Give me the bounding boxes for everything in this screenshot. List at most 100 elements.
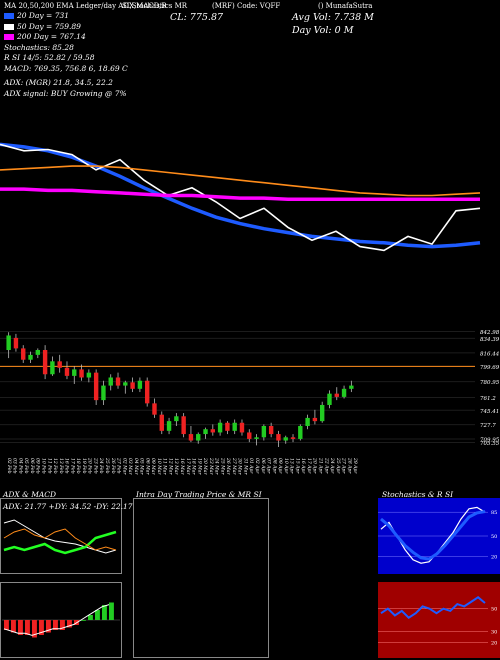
candle-body bbox=[203, 429, 208, 435]
x-tick-label: 09 Apr bbox=[277, 458, 283, 474]
y-tick-label: 761.2 bbox=[480, 396, 496, 402]
candle-body bbox=[28, 354, 33, 360]
x-tick-label: 24 Apr bbox=[329, 457, 335, 474]
macd-bar bbox=[81, 620, 86, 621]
adx-panel bbox=[0, 498, 122, 574]
x-tick-label: 23 Mar bbox=[208, 457, 214, 475]
x-tick-label: 16 Apr bbox=[300, 458, 306, 474]
candle-body bbox=[86, 372, 92, 378]
x-tick-label: 13 Mar bbox=[173, 458, 179, 475]
intraday-panel-title: Intra Day Trading Price & MR SI bbox=[136, 490, 262, 499]
x-tick-label: 25 Apr bbox=[335, 457, 341, 474]
x-tick-label: 06 Feb bbox=[29, 458, 35, 474]
rsi-tick-label: 50 bbox=[491, 607, 497, 613]
macd-bar bbox=[25, 620, 30, 635]
candle-body bbox=[21, 348, 26, 360]
candle-body bbox=[159, 414, 164, 431]
candle-body bbox=[254, 437, 259, 439]
candle-body bbox=[247, 432, 252, 439]
candle-body bbox=[334, 393, 339, 397]
x-tick-label: 02 Feb bbox=[6, 458, 12, 474]
close-readout: CL: 775.87 bbox=[170, 12, 224, 23]
intraday-panel bbox=[133, 498, 269, 658]
rsi-panel: 50 30 20 bbox=[378, 582, 500, 658]
x-tick-label: 02 Mar bbox=[121, 458, 127, 475]
y-tick-label: 834.39 bbox=[480, 337, 500, 343]
candle-body bbox=[276, 434, 281, 441]
adx-line-0 bbox=[3, 519, 117, 554]
x-tick-label: 25 Feb bbox=[104, 457, 110, 474]
x-tick-label: 18 Mar bbox=[191, 458, 197, 475]
x-tick-label: 09 Feb bbox=[35, 458, 41, 474]
stochastics-panel: 85 50 20 bbox=[378, 498, 500, 574]
candle-body bbox=[290, 437, 296, 439]
candle-body bbox=[261, 425, 267, 438]
candle-body bbox=[181, 416, 186, 435]
stochastics-readout: Stochastics: 85.28 bbox=[4, 42, 74, 52]
chart-title-right: () MunafaSutra bbox=[318, 2, 373, 10]
candle-body bbox=[174, 416, 179, 422]
y-tick-label: 799.69 bbox=[480, 365, 500, 371]
legend-item-ma200: 200 Day = 767.14 bbox=[4, 32, 128, 43]
x-tick-label: 27 Mar bbox=[231, 457, 237, 475]
x-tick-label: 10 Mar bbox=[156, 458, 162, 475]
candle-body bbox=[225, 422, 230, 431]
candle-body bbox=[93, 372, 99, 401]
x-tick-label: 10 Feb bbox=[41, 458, 47, 474]
x-tick-label: 04 Mar bbox=[133, 458, 139, 475]
candle-body bbox=[57, 361, 62, 368]
x-tick-label: 26 Mar bbox=[225, 457, 231, 475]
candle-body bbox=[268, 425, 274, 435]
x-tick-label: 12 Feb bbox=[52, 458, 58, 474]
ma-chart bbox=[0, 142, 481, 252]
x-tick-label: 10 Apr bbox=[283, 458, 289, 474]
x-tick-label: 29 Apr bbox=[352, 457, 358, 474]
ma-legend: 20 Day = 731 50 Day = 759.89 200 Day = 7… bbox=[4, 11, 128, 99]
candle-body bbox=[64, 367, 70, 376]
x-tick-label: 12 Mar bbox=[167, 458, 173, 475]
date-axis: 02 Feb 03 Feb 04 Feb 05 Feb 06 Feb 09 Feb 10 F… bbox=[6, 457, 358, 475]
candle-body bbox=[283, 437, 288, 441]
x-tick-label: 04 Feb bbox=[17, 458, 23, 474]
stoch-tick-label: 85 bbox=[491, 510, 497, 516]
x-tick-label: 25 Mar bbox=[219, 457, 225, 475]
candle-body bbox=[72, 369, 77, 376]
macd-bar bbox=[11, 620, 16, 633]
ma200-swatch bbox=[4, 34, 14, 40]
adx-readout: ADX: (MGR) 21.8, 34.5, 22.2 bbox=[4, 78, 113, 87]
macd-bar bbox=[102, 605, 107, 620]
x-tick-label: 24 Feb bbox=[98, 457, 104, 474]
x-tick-label: 24 Mar bbox=[214, 457, 220, 475]
adx-signal-readout: ADX signal: BUY Growing @ 7% bbox=[4, 88, 127, 98]
ma50-swatch bbox=[4, 23, 14, 30]
candle-body bbox=[319, 404, 325, 422]
x-tick-label: 07 Apr bbox=[266, 458, 272, 474]
y-tick-label: 745.41 bbox=[480, 409, 499, 415]
x-tick-label: 20 Mar bbox=[202, 457, 208, 475]
rsi-line bbox=[380, 596, 486, 619]
y-tick-label: 842.98 bbox=[480, 330, 500, 336]
x-tick-label: 06 Apr bbox=[260, 458, 266, 474]
x-tick-label: 05 Mar bbox=[139, 458, 145, 475]
candle-body bbox=[239, 422, 245, 433]
ma-line-2 bbox=[0, 187, 480, 202]
macd-bar bbox=[18, 620, 23, 635]
x-tick-label: 05 Feb bbox=[23, 458, 29, 474]
y-tick-label: 705.55 bbox=[480, 441, 500, 447]
y-tick-label: 816.44 bbox=[480, 351, 500, 357]
macd-bar bbox=[46, 620, 51, 633]
x-tick-label: 18 Feb bbox=[75, 458, 81, 474]
candle-body bbox=[144, 380, 150, 404]
x-tick-label: 19 Feb bbox=[81, 458, 87, 474]
x-tick-label: 28 Apr bbox=[346, 457, 352, 474]
x-tick-label: 03 Mar bbox=[127, 458, 133, 475]
candle-body bbox=[312, 417, 318, 422]
x-tick-label: 13 Feb bbox=[58, 458, 64, 474]
x-tick-label: 17 Apr bbox=[306, 458, 312, 474]
x-tick-label: 03 Feb bbox=[12, 458, 18, 474]
x-tick-label: 16 Feb bbox=[64, 458, 70, 474]
x-tick-label: 01 Apr bbox=[248, 458, 254, 474]
candle-body bbox=[217, 422, 223, 433]
x-tick-label: 11 Feb bbox=[46, 458, 52, 474]
